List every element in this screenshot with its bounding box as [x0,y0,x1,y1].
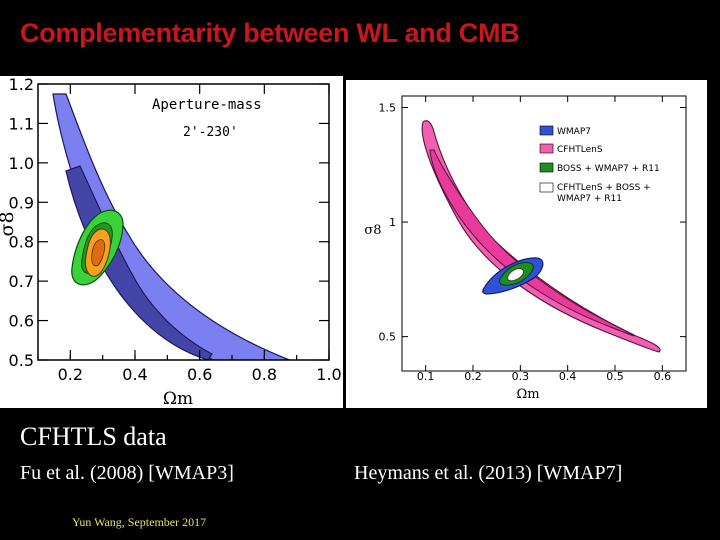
right-y-tick-label: 1.5 [379,101,397,114]
legend-swatch-combined [539,182,554,193]
combined-inner-contour [91,239,106,267]
left-chart: 0.2 0.4 0.6 0.8 1.00.50.60.70.80.91.01.11.2 … [0,76,342,408]
right-y-tick-label: 1 [389,216,396,229]
right-y-axis-label: σ8 [364,223,381,238]
left-x-tick-label: 1.0 [316,365,341,384]
left-y-tick-label: 1.2 [9,76,34,94]
left-x-tick-label: 0.8 [252,365,277,384]
left-y-tick-label: 0.7 [9,272,34,291]
slide-title: Complementarity between WL and CMB [20,18,520,48]
footer-author-date: Yun Wang, September 2017 [72,515,207,529]
left-figure: 0.2 0.4 0.6 0.8 1.0 0.5 0.6 0.7 0.8 0.9 1.0 1.1 1.2 … [0,76,343,408]
annotation-aperture-mass: Aperture-mass [152,97,262,113]
right-y-tick-label: 0.5 [379,331,397,344]
legend-label-combined-line1: CFHTLenS + BOSS + [557,183,651,193]
left-x-tick-label: 0.6 [187,365,212,384]
left-y-axis-label: σ8 [0,211,18,236]
right-x-tick-label: 0.2 [464,370,482,383]
right-figure: 0.1 0.2 0.3 0.4 0.5 0.6 0.5 1 1.5 WMAP7 CFHTLenS… [346,80,707,408]
right-x-tick-label: 0.3 [512,370,530,383]
left-x-tick-label: 0.2 [58,365,83,384]
legend: WMAP7 CFHTLenS BOSS + WMAP7 + R11 CFHTLe… [539,125,660,204]
left-x-tick-label: 0.4 [122,365,147,384]
right-x-tick-label: 0.1 [417,370,435,383]
left-y-tick-label: 0.8 [9,233,34,252]
cfhtlens-outer-contour [421,120,661,353]
left-y-tick-label: 0.5 [9,351,34,370]
cfhtlens-inner-contour [429,149,635,337]
caption-fu-2008: Fu et al. (2008) [WMAP3] [20,462,234,484]
combined-all-contour [507,268,524,282]
legend-swatch-boss-wmap7 [539,162,554,173]
caption-cfhtls: CFHTLS data [20,422,167,451]
left-x-axis-label: Ωm [163,389,193,408]
right-x-tick-label: 0.4 [559,370,577,383]
right-x-axis-label: Ωm [516,387,539,402]
left-y-tick-label: 1.0 [9,154,34,173]
caption-heymans-2013: Heymans et al. (2013) [WMAP7] [354,462,623,484]
right-chart: 0.1 0.2 0.3 0.4 0.5 0.6 0.5 1 1.5 WMAP7 CFHTLenS… [364,95,687,402]
legend-label-wmap7: WMAP7 [557,127,591,137]
annotation-scale-range: 2'-230' [183,125,238,140]
left-y-tick-label: 1.1 [9,114,34,133]
legend-swatch-wmap7 [539,125,554,136]
legend-label-boss-wmap7: BOSS + WMAP7 + R11 [557,164,660,174]
right-x-tick-label: 0.6 [654,370,672,383]
legend-label-combined-line2: WMAP7 + R11 [557,194,622,204]
left-y-tick-label: 0.6 [9,312,34,331]
legend-label-cfhtlens: CFHTLenS [557,145,603,155]
left-y-tick-label: 0.9 [9,193,34,212]
right-x-tick-label: 0.5 [606,370,624,383]
legend-swatch-cfhtlens [539,143,554,154]
